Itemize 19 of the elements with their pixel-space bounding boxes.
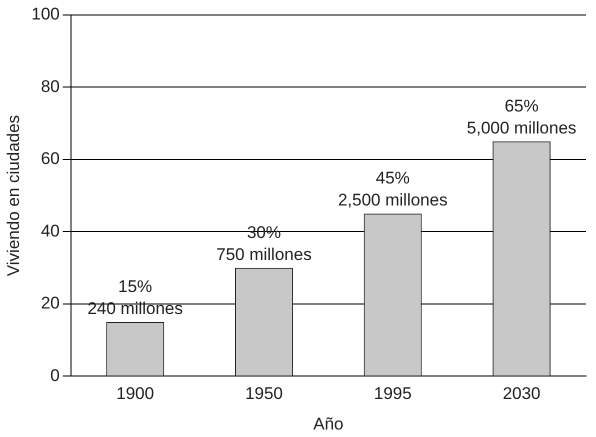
- annotation: 750 millones: [216, 244, 312, 264]
- y-tick-label: 100: [31, 4, 60, 24]
- data-label: 15%: [118, 277, 152, 296]
- data-label: 45%: [376, 168, 410, 188]
- x-tick-label: 1900: [116, 384, 154, 404]
- x-axis-title: Año: [313, 414, 344, 434]
- y-tick-label: 60: [40, 149, 60, 168]
- x-tick-label: 1995: [374, 384, 412, 404]
- annotation: 240 millones: [87, 299, 183, 318]
- annotation: 2,500 millones: [338, 190, 448, 210]
- data-label: 65%: [504, 96, 539, 116]
- y-tick-label: 80: [40, 76, 60, 96]
- y-axis-title: Viviendo en ciudades: [4, 114, 23, 276]
- y-tick-label: 0: [50, 366, 60, 385]
- annotation: 5,000 millones: [466, 118, 576, 138]
- y-tick-label: 20: [40, 294, 60, 313]
- x-tick-label: 1950: [245, 384, 283, 404]
- x-tick-label: 2030: [502, 384, 541, 404]
- y-tick-label: 40: [40, 221, 60, 240]
